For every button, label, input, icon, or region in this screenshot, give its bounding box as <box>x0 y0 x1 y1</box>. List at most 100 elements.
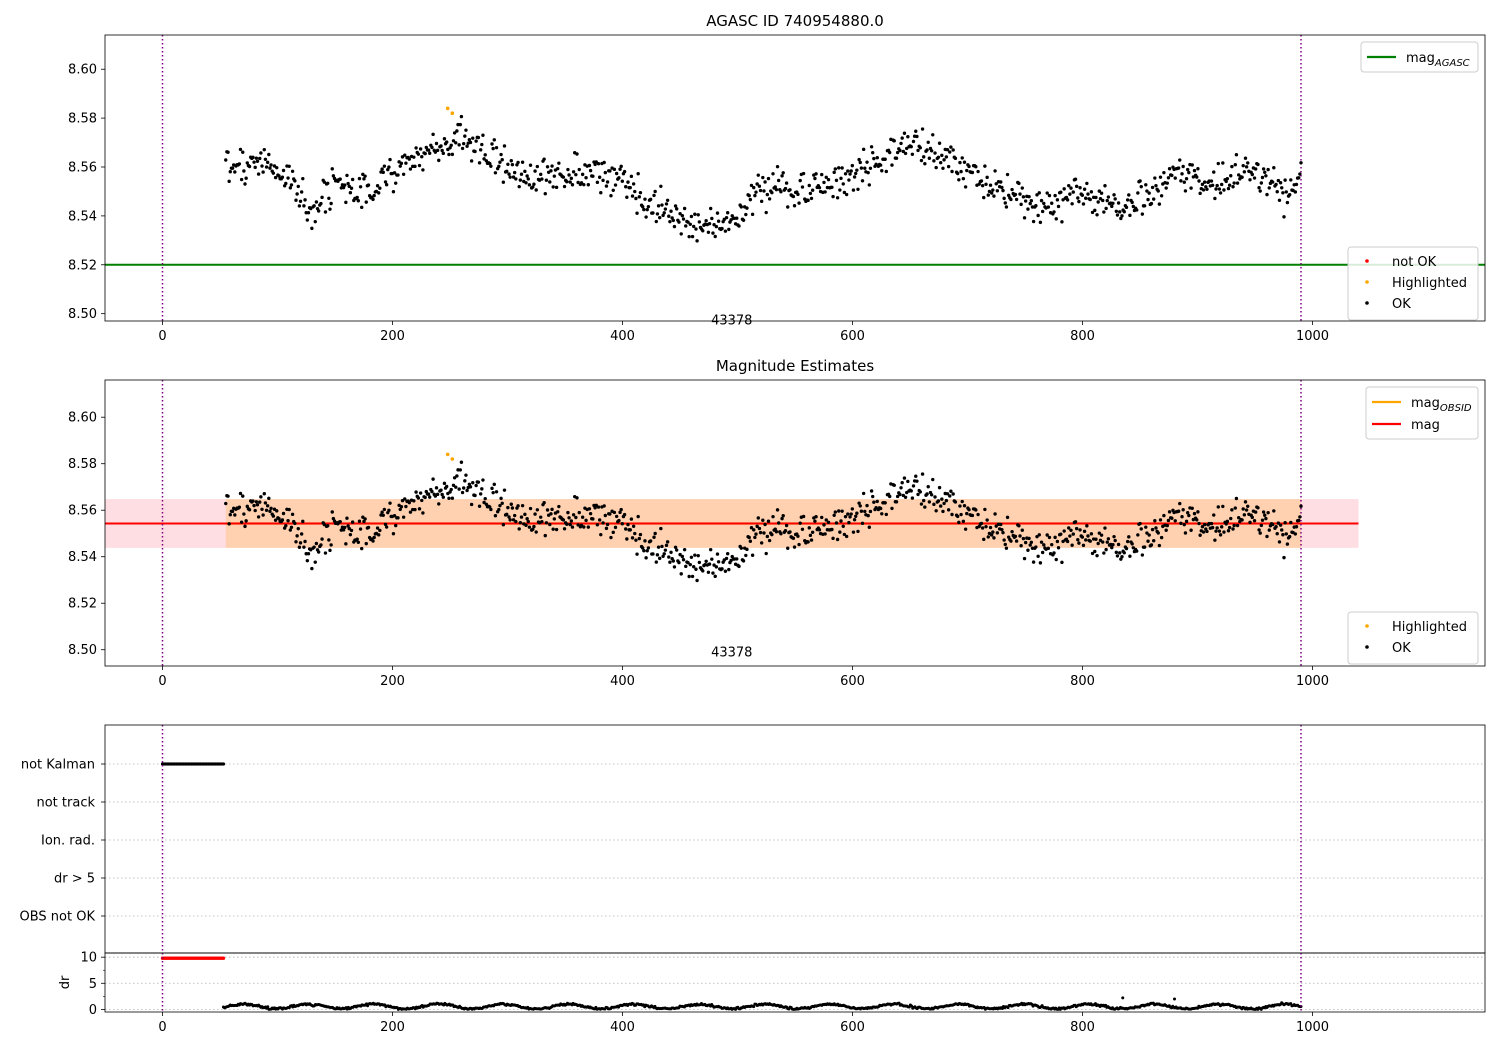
ok-point <box>1003 542 1007 547</box>
ok-point <box>323 210 328 214</box>
ok-point <box>1037 191 1041 195</box>
ok-point <box>963 185 968 189</box>
ok-point <box>434 486 439 490</box>
ok-point <box>878 506 883 511</box>
ok-point <box>826 520 831 524</box>
ok-point <box>710 557 714 561</box>
ok-point <box>534 188 538 192</box>
ok-point <box>481 133 485 137</box>
dr-point <box>910 1004 914 1008</box>
ok-point <box>601 521 605 525</box>
ok-point <box>1105 540 1109 544</box>
x-tick-label: 800 <box>1070 1020 1095 1035</box>
ok-point <box>1142 545 1147 549</box>
ok-point <box>957 178 961 182</box>
ok-point <box>955 514 960 519</box>
legend-label: Highlighted <box>1392 620 1467 635</box>
ok-point <box>566 510 570 515</box>
ok-point <box>965 168 969 173</box>
ok-point <box>664 202 669 206</box>
ok-point <box>568 180 572 184</box>
ok-point <box>861 491 866 496</box>
ok-point <box>1018 192 1022 196</box>
ok-point <box>341 185 346 190</box>
ok-point <box>251 155 255 160</box>
ok-point <box>1045 191 1049 195</box>
ok-point <box>1149 201 1154 206</box>
ok-point <box>989 191 994 195</box>
ok-point <box>655 212 660 216</box>
ok-point <box>1146 539 1150 543</box>
ok-point <box>977 182 981 186</box>
ok-point <box>801 171 806 176</box>
ok-point <box>1001 530 1005 535</box>
ok-point <box>313 560 317 564</box>
ok-point <box>1020 186 1024 190</box>
ok-point <box>944 498 949 503</box>
ok-point <box>502 488 507 492</box>
ok-point <box>604 526 609 531</box>
flag-category-label: dr > 5 <box>54 872 95 887</box>
ok-point <box>620 522 625 526</box>
ok-point <box>382 507 387 512</box>
ok-point <box>1281 191 1285 195</box>
ok-point <box>588 511 593 516</box>
ok-point <box>468 140 473 145</box>
ok-point <box>823 532 827 536</box>
ok-point <box>609 194 613 198</box>
ok-point <box>372 193 376 198</box>
y-tick-label: 10 <box>80 951 97 966</box>
ok-point <box>1038 561 1043 565</box>
ok-point <box>761 518 765 522</box>
ok-point <box>1054 217 1058 221</box>
ok-point <box>1097 531 1102 535</box>
ok-point <box>783 529 788 533</box>
ok-point <box>1135 549 1139 553</box>
ok-point <box>265 504 270 508</box>
ok-point <box>1147 533 1151 537</box>
ok-point <box>1200 182 1205 187</box>
ok-point <box>636 172 640 176</box>
ok-point <box>642 549 646 553</box>
ok-point <box>948 150 952 154</box>
ok-point <box>226 150 230 154</box>
ok-point <box>646 546 651 550</box>
ok-point <box>745 206 749 210</box>
ok-point <box>1244 165 1249 169</box>
ok-point <box>690 574 695 579</box>
ok-point <box>759 541 764 545</box>
ok-point <box>543 533 547 538</box>
panel-title: AGASC ID 740954880.0 <box>706 12 884 30</box>
ok-point <box>1224 522 1228 526</box>
ok-point <box>439 488 443 492</box>
ok-point <box>872 500 876 504</box>
ok-point <box>224 501 228 506</box>
ok-point <box>755 524 759 529</box>
ok-point <box>388 501 392 505</box>
ok-point <box>847 520 851 525</box>
y-tick-label: 8.58 <box>68 112 97 127</box>
ok-point <box>774 530 779 534</box>
ok-point <box>253 508 257 513</box>
ok-point <box>349 528 354 533</box>
ok-point <box>1153 176 1157 180</box>
ok-point <box>727 567 731 572</box>
ok-point <box>1225 519 1230 524</box>
ok-point <box>926 140 930 144</box>
ok-point <box>921 155 926 159</box>
ok-point <box>1164 528 1168 532</box>
ok-point <box>800 527 805 531</box>
ok-point <box>1227 525 1232 530</box>
ok-point <box>567 516 571 520</box>
ok-point <box>1261 510 1266 514</box>
ok-point <box>1252 176 1257 180</box>
ok-point <box>1182 522 1186 527</box>
ok-point <box>767 197 772 201</box>
ok-point <box>865 503 869 508</box>
ok-point <box>557 161 561 165</box>
ok-point <box>1216 161 1220 166</box>
ok-point <box>622 512 627 517</box>
ok-point <box>942 501 946 506</box>
ok-point <box>1127 193 1131 197</box>
ok-point <box>824 518 828 522</box>
